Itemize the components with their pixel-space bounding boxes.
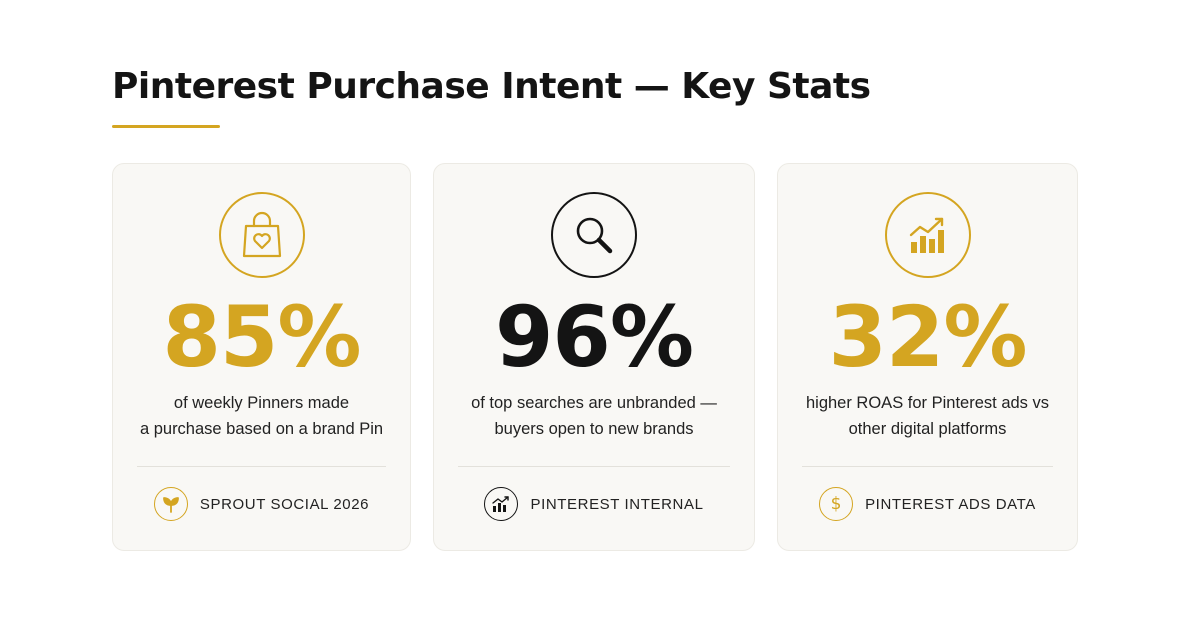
stat-card-searches: 96% of top searches are unbranded — buye… xyxy=(433,163,755,551)
stat-description: higher ROAS for Pinterest ads vs other d… xyxy=(788,390,1067,442)
source-label: SPROUT SOCIAL 2026 xyxy=(199,495,370,513)
stat-value: 85% xyxy=(162,288,361,386)
stat-value: 32% xyxy=(828,288,1027,386)
stat-description-line: higher ROAS for Pinterest ads vs xyxy=(805,394,1050,412)
stat-description-line: of top searches are unbranded — xyxy=(471,394,717,412)
source-row: PINTEREST INTERNAL xyxy=(434,487,754,521)
stat-description: of weekly Pinners made a purchase based … xyxy=(123,390,400,442)
bar-chart-trend-icon xyxy=(484,487,519,521)
stat-value: 96% xyxy=(494,288,694,386)
title-underline xyxy=(112,125,220,128)
card-divider xyxy=(458,466,730,467)
stat-description: of top searches are unbranded — buyers o… xyxy=(444,390,744,442)
shopping-bag-heart-icon xyxy=(218,192,305,278)
stat-description-line: buyers open to new brands xyxy=(494,420,694,438)
source-row: $ PINTEREST ADS DATA xyxy=(778,487,1077,521)
source-label: PINTEREST ADS DATA xyxy=(865,495,1036,513)
card-divider xyxy=(802,466,1053,467)
source-label: PINTEREST INTERNAL xyxy=(530,495,704,513)
stat-description-line: of weekly Pinners made xyxy=(173,394,350,412)
page-title: Pinterest Purchase Intent — Key Stats xyxy=(112,66,871,107)
magnifying-glass-icon xyxy=(551,192,637,278)
bar-chart-growth-icon xyxy=(884,192,971,278)
dollar-icon: $ xyxy=(819,487,854,521)
card-divider xyxy=(137,466,386,467)
stat-description-line: other digital platforms xyxy=(848,420,1007,438)
stat-card-roas: 32% higher ROAS for Pinterest ads vs oth… xyxy=(777,163,1078,551)
stat-card-purchase: 85% of weekly Pinners made a purchase ba… xyxy=(112,163,411,551)
source-row: SPROUT SOCIAL 2026 xyxy=(113,487,410,521)
sprout-icon xyxy=(153,487,188,521)
stat-description-line: a purchase based on a brand Pin xyxy=(139,420,384,438)
